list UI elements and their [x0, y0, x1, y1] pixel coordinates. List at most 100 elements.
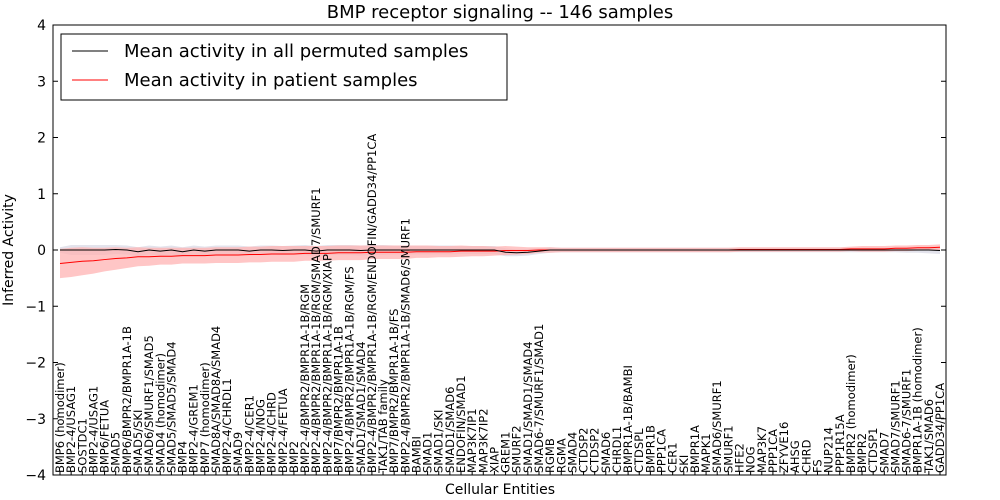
category-label: SMAD4 (homodimer) [153, 353, 167, 473]
legend: Mean activity in all permuted samples Me… [60, 33, 508, 101]
category-label: SMAD5/SKI [131, 410, 145, 473]
category-label: XIAP [487, 447, 501, 473]
category-label: BMP6/BMPR2/BMPR1A-1B [120, 326, 134, 473]
legend-box [60, 33, 508, 101]
y-tick-label: 1 [37, 187, 46, 203]
y-tick-label: −3 [25, 412, 46, 428]
category-label: HFE2 [732, 443, 746, 473]
category-label: MAP3K7IP1 [465, 408, 479, 473]
category-label: BMP2-4/CHRD [265, 392, 279, 473]
plot-frame [52, 24, 947, 476]
category-label: SMAD4 [565, 432, 579, 473]
category-label: BMP6 (homodimer) [53, 362, 67, 473]
category-label: BMP2-4/FETUA [276, 388, 290, 473]
category-label: BMP2-4/BMPR2/BMPR1A-1B/RGM/XIAP [320, 254, 334, 473]
y-axis-ticks: −4 −3 −2 −1 0 1 2 3 4 [25, 18, 946, 484]
category-label: NUP214 [822, 427, 836, 473]
category-label: BMP2-4/GREM1 [187, 384, 201, 473]
category-label: CTDSP2 [577, 428, 591, 473]
category-label: SMURF1 [721, 425, 735, 473]
category-label: PPP1CA [655, 429, 669, 473]
y-tick-label: 3 [37, 74, 46, 90]
category-label: SMAD7 [877, 432, 891, 473]
category-label: BMPR1A-1B (homodimer) [911, 327, 925, 473]
category-label: RGMB [543, 438, 557, 473]
category-label: CHRD [799, 439, 813, 473]
category-label: BMPR1A-1B/BAMBI [621, 365, 635, 473]
category-label: SMAD5/SMAD5/SMAD4 [164, 341, 178, 473]
category-label: BMP2-4/BMPR2/BMPR1A-1B/RGM [298, 284, 312, 473]
category-label: CTDSPL [632, 428, 646, 473]
category-label: BMP2-4/BMPR2/BMPR1A-1B/RGM/SMAD7/SMURF1 [309, 187, 323, 473]
category-label: BMPR1B [643, 425, 657, 473]
category-label: BMP7/BMPR2/BMPR1A-1B/FS [387, 309, 401, 473]
y-axis-label: Inferred Activity [1, 194, 17, 306]
category-label: SMAD6-7/SMURF1 [900, 369, 914, 473]
chart-title: BMP receptor signaling -- 146 samples [327, 2, 674, 23]
category-label: CTDSP1 [866, 428, 880, 473]
category-label: ZFYVE16 [777, 422, 791, 473]
x-axis-label: Cellular Entities [445, 482, 555, 498]
y-tick-label: −1 [25, 299, 46, 315]
category-label: GREM1 [499, 432, 513, 473]
category-label: BMP2-4/USAG1 [86, 386, 100, 473]
category-label: SMAD1/SKI [432, 410, 446, 473]
category-label: CER1 [666, 442, 680, 473]
category-label: ENDOFIN/SMAD1 [454, 375, 468, 473]
category-label: BMPR2 [855, 433, 869, 473]
category-label: PPP1CA [766, 429, 780, 473]
y-tick-label: −4 [25, 468, 46, 484]
category-label: FS [810, 459, 824, 473]
series-line-permuted [60, 248, 941, 254]
category-label: MAP3K7 [755, 426, 769, 473]
category-label: BMP2-4/NOG [254, 399, 268, 473]
category-label: SMAD6/SMURF1/SMAD5 [142, 335, 156, 473]
category-label: RGMA [554, 438, 568, 473]
legend-label-patient: Mean activity in patient samples [124, 70, 418, 91]
category-label: MAP3K7IP2 [476, 408, 490, 473]
category-label: NOG [744, 446, 758, 473]
category-label: SOSTDC1 [75, 418, 89, 473]
category-label: BMP4 [176, 441, 190, 473]
category-label: BMPR1A [688, 425, 702, 473]
series-lines [59, 246, 941, 264]
category-label: BMP7/BMPR2/BMPR1A-1B [331, 326, 345, 473]
category-label: SMAD6 [599, 432, 613, 473]
category-label: SMAD1 [421, 432, 435, 473]
category-label: BMP7 (homodimer) [198, 362, 212, 473]
category-label: CTDSP2 [588, 428, 602, 473]
category-label: BMP2-4/BMPR2/BMPR1A-1B/SMAD6/SMURF1 [398, 218, 412, 473]
category-label: SMAD8A/SMAD8A/SMAD4 [209, 326, 223, 473]
category-label: BAMBI [409, 436, 423, 473]
category-label: SMAD6/SMURF1 [710, 380, 724, 473]
category-label: SMAD1/SMAD1/SMAD4 [521, 341, 535, 473]
y-tick-label: −2 [25, 356, 46, 372]
category-label: BMPR2 (homodimer) [844, 354, 858, 473]
category-label: SMAD5 [109, 432, 123, 473]
category-label: SMAD1/SMAD6 [443, 387, 457, 473]
category-label: CHRDL1 [610, 426, 624, 473]
category-label: SMAD9 [231, 432, 245, 473]
category-label: BMP6/FETUA [98, 400, 112, 473]
category-label: PPP1R15A [833, 414, 847, 473]
category-label: BMP2 [287, 441, 301, 473]
category-labels: BMP6 (homodimer)BMP2-4/USAG1SOSTDC1BMP2-… [53, 134, 947, 475]
band-patient [60, 244, 940, 279]
y-tick-label: 2 [37, 131, 46, 147]
category-label: BMP2-4/USAG1 [64, 386, 78, 473]
category-label: BMP2-4/BMPR2/BMPR1A-1B/RGM/ENDOFIN/GADD3… [365, 134, 379, 473]
y-tick-label: 0 [37, 243, 46, 259]
category-label: BMP2-4/CER1 [242, 395, 256, 473]
category-label: TAK1/TAB family [376, 379, 390, 474]
category-label: AHSG [788, 440, 802, 473]
category-label: MAPK1 [699, 433, 713, 473]
category-label: SMAD6-7/SMURF1/SMAD1 [532, 324, 546, 473]
category-label: SMURF2 [510, 425, 524, 473]
category-label: TAK1/SMAD6 [922, 399, 936, 474]
category-label: GADD34/PP1CA [933, 383, 947, 473]
legend-label-permuted: Mean activity in all permuted samples [124, 41, 468, 62]
category-label: SKI [677, 455, 691, 473]
y-tick-label: 4 [37, 18, 46, 34]
category-label: SMAD1/SMAD1/SMAD4 [354, 341, 368, 473]
